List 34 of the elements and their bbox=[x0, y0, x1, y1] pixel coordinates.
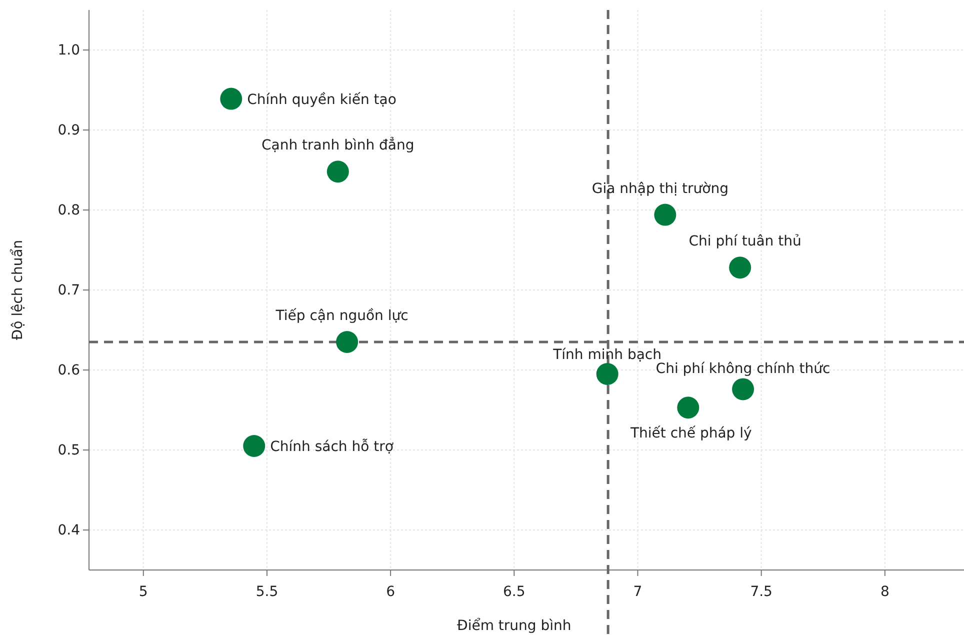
x-axis-title: Điểm trung bình bbox=[456, 617, 572, 634]
point bbox=[732, 378, 754, 400]
x-tick-label: 7 bbox=[633, 584, 642, 600]
x-tick-label: 5 bbox=[138, 584, 148, 600]
annotation: Chính quyền kiến tạo bbox=[247, 92, 396, 108]
point bbox=[336, 331, 358, 353]
point bbox=[677, 396, 700, 419]
x-tick-label: 8 bbox=[880, 584, 890, 600]
y-tick-label: 1.0 bbox=[58, 42, 80, 58]
y-tick-label: 0.6 bbox=[58, 362, 80, 378]
x-tick-label: 7.5 bbox=[750, 584, 772, 600]
point bbox=[326, 160, 349, 183]
point bbox=[729, 256, 752, 279]
point bbox=[654, 204, 676, 226]
annotation: Cạnh tranh bình đẳng bbox=[262, 136, 414, 154]
y-tick-label: 0.7 bbox=[58, 282, 80, 298]
annotation: Tiếp cận nguồn lực bbox=[274, 308, 408, 324]
annotation: Chính sách hỗ trợ bbox=[270, 438, 394, 455]
point bbox=[220, 88, 242, 110]
annotation: Gia nhập thị trường bbox=[592, 180, 728, 197]
annotation: Tính minh bạch bbox=[552, 347, 662, 363]
annotation: Chi phí không chính thức bbox=[656, 361, 830, 378]
point bbox=[243, 435, 266, 457]
y-tick-label: 0.5 bbox=[58, 442, 80, 458]
annotation: Thiết chế pháp lý bbox=[629, 426, 752, 442]
x-tick-label: 5.5 bbox=[256, 584, 278, 600]
x-tick-label: 6.5 bbox=[503, 584, 526, 600]
x-tick-label: 6 bbox=[386, 584, 396, 600]
y-tick-label: 0.8 bbox=[58, 202, 80, 218]
point bbox=[596, 363, 618, 385]
y-tick-label: 0.9 bbox=[58, 122, 80, 138]
annotation: Chi phí tuân thủ bbox=[688, 234, 802, 250]
y-tick-label: 0.4 bbox=[58, 522, 80, 538]
y-axis-title: Độ lệch chuẩn bbox=[9, 240, 26, 340]
